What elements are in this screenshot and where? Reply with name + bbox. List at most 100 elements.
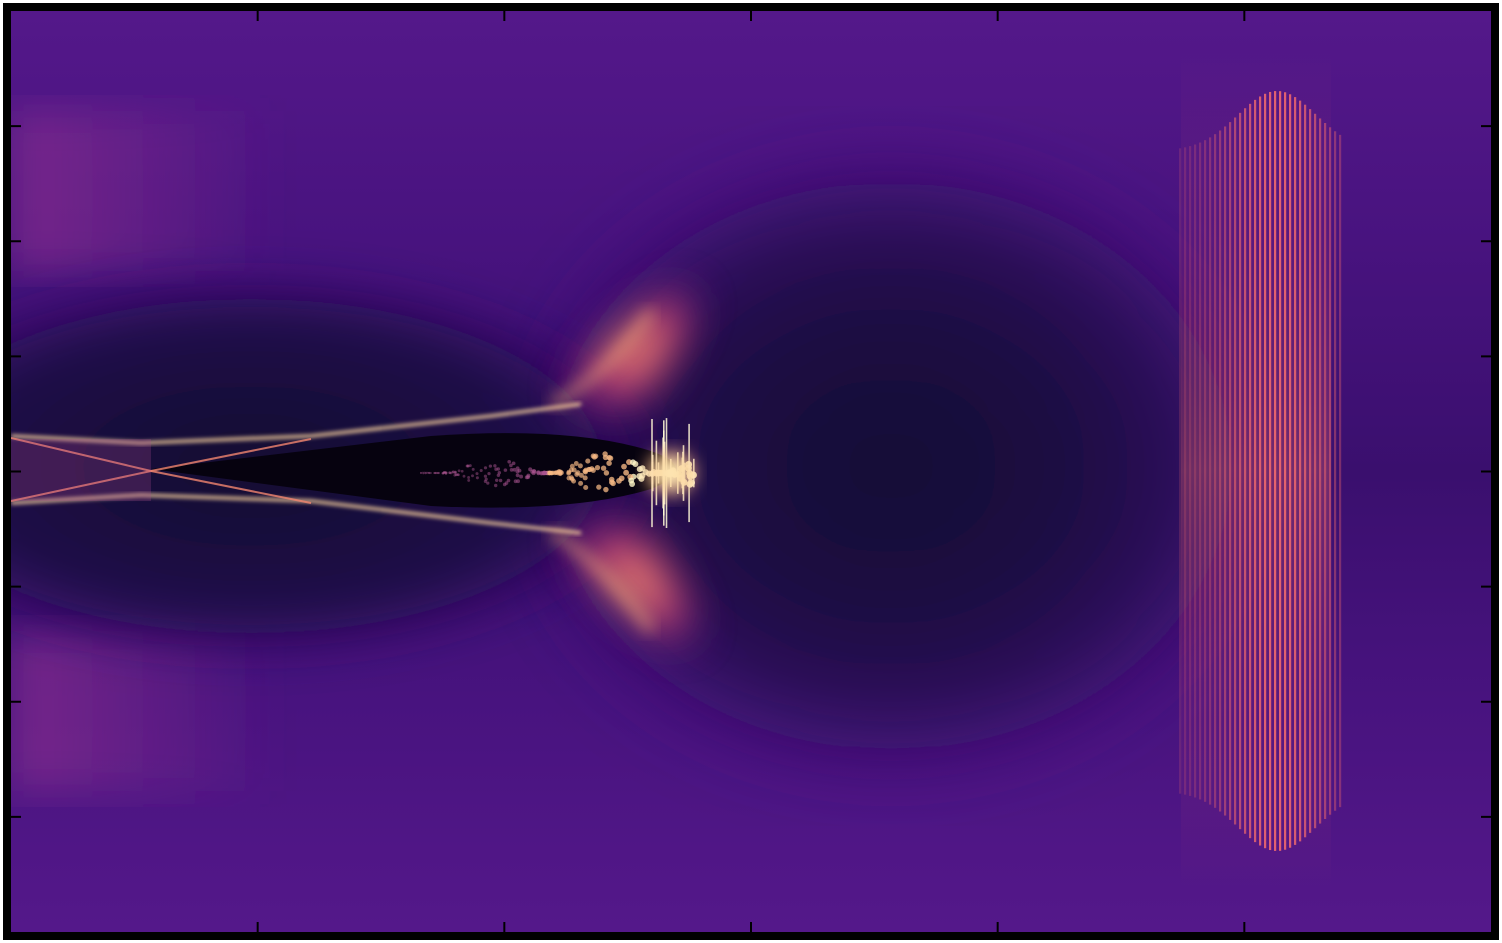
pulse-fringe <box>1279 91 1282 851</box>
left-edge-glow-top <box>11 111 271 271</box>
bunch-particle <box>455 473 458 476</box>
pulse-fringe <box>1229 122 1232 820</box>
bunch-particle <box>515 473 520 478</box>
bunch-particle <box>451 470 454 474</box>
lower-wing-glow <box>531 501 731 673</box>
bunch-particle <box>421 471 425 474</box>
bunch-particle <box>436 471 440 475</box>
bunch-particle <box>488 464 493 468</box>
bunch-particle <box>621 463 627 470</box>
bunch-particle <box>454 473 458 477</box>
bunch-particle <box>530 469 535 474</box>
pulse-fringe <box>1194 144 1197 798</box>
bunch-particle <box>465 464 469 468</box>
bunch-particle <box>515 466 520 471</box>
driver-pulse-fringes <box>1179 51 1342 891</box>
bunch-particle <box>487 471 491 476</box>
pulse-fringe <box>1289 94 1292 848</box>
bunch-particle <box>442 471 446 474</box>
bunch-particle <box>571 478 577 484</box>
bunch-particle <box>506 478 511 483</box>
bunch-particle <box>420 472 422 474</box>
bunch-particle <box>609 479 615 485</box>
pulse-fringe <box>1294 97 1297 845</box>
pulse-fringe <box>1214 134 1217 808</box>
bunch-particle <box>568 467 574 473</box>
bunch-particle <box>448 471 451 474</box>
bunch-particle <box>428 471 431 475</box>
bunch-particle <box>585 458 591 464</box>
bunch-particle <box>623 469 629 476</box>
pulse-fringe <box>1259 96 1262 846</box>
bunch-particle <box>509 468 514 472</box>
upper-arc <box>549 309 654 409</box>
bunch-particle <box>577 463 583 469</box>
bunch-particle <box>497 470 502 475</box>
bunch-particle <box>574 471 580 477</box>
bunch-particle <box>515 469 520 474</box>
bunch-particle <box>441 472 445 475</box>
bunch-particle <box>429 471 432 475</box>
bunch-particle <box>538 471 544 476</box>
pulse-fringe <box>1244 108 1247 834</box>
pulse-fringe <box>1304 104 1307 838</box>
bunch-particle <box>512 467 517 472</box>
bunch-particle <box>557 470 563 476</box>
bunch-particle <box>434 471 437 475</box>
pulse-fringe <box>1189 146 1192 796</box>
bunch-particle <box>437 471 441 475</box>
bunch-hot-spot <box>641 445 701 501</box>
axis-ticks <box>11 11 1491 932</box>
pulse-fringe <box>1314 113 1317 829</box>
bunch-particle <box>444 472 448 476</box>
bunch-particle <box>457 473 460 477</box>
bunch-particle <box>442 472 445 475</box>
pulse-fringe <box>1334 131 1337 811</box>
dark-cavity <box>531 166 1251 766</box>
bunch-particle <box>590 453 596 459</box>
bunch-particle <box>453 473 457 477</box>
bunch-particle <box>602 454 609 461</box>
bunch-particle <box>435 471 439 475</box>
bunch-particle <box>496 467 501 471</box>
bunch-particle <box>444 471 448 474</box>
bunch-particle <box>542 470 548 476</box>
bunch-particle <box>566 475 572 481</box>
bunch-particle <box>483 466 488 470</box>
bunch-particle <box>442 471 446 474</box>
bunch-particle <box>600 465 607 471</box>
bunch-particle <box>475 472 479 476</box>
bunch-particle <box>422 472 425 475</box>
bunch-particle <box>423 471 426 474</box>
bunch-particle <box>583 484 589 491</box>
bunch-particle <box>606 460 612 466</box>
bunch-particle <box>444 471 447 474</box>
bunch-particle <box>457 469 461 473</box>
bunch-particle <box>460 469 464 473</box>
bunch-particle <box>495 478 499 482</box>
pulse-fringe <box>1209 137 1212 805</box>
pulse-fringe <box>1329 127 1332 815</box>
bunch-particle <box>509 463 513 468</box>
pulse-fringe <box>1319 118 1322 824</box>
bunch-particle <box>453 470 457 474</box>
bunch-particle <box>498 478 503 483</box>
bunch-particle <box>629 481 636 487</box>
pulse-fringe <box>1269 91 1272 851</box>
bunch-particle <box>424 472 427 475</box>
bunch-particle <box>511 461 516 466</box>
bunch-particle <box>467 476 471 479</box>
bunch-particle <box>483 474 487 478</box>
bunch-particle <box>516 479 520 484</box>
pulse-fringe <box>1264 93 1267 849</box>
pulse-fringe <box>1239 112 1242 830</box>
bunch-particle <box>471 467 475 471</box>
bunch-particle <box>452 470 455 474</box>
pulse-fringe <box>1254 99 1257 843</box>
bunch-particle <box>466 464 470 468</box>
bunch-particle <box>503 468 508 472</box>
bunch-particle <box>483 479 487 483</box>
bunch-particle <box>486 481 490 485</box>
bunch-particle <box>493 464 497 468</box>
bunch-particle <box>603 470 610 476</box>
